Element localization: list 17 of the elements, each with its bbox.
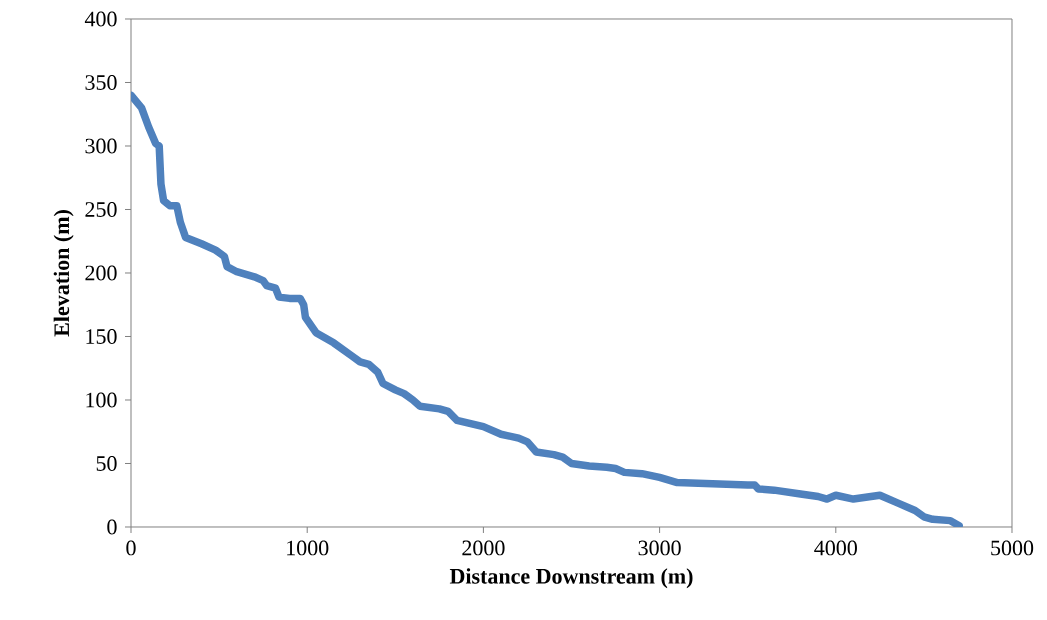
y-tick-label: 350	[85, 75, 117, 90]
y-tick-label: 200	[85, 265, 117, 281]
x-tick-label: 0	[126, 540, 136, 556]
x-tick-label: 4000	[814, 540, 857, 556]
x-tick-label: 2000	[462, 540, 505, 556]
y-axis-title: Elevation (m)	[53, 210, 74, 337]
y-tick-label: 150	[86, 329, 117, 344]
x-tick-label: 1000	[287, 540, 329, 556]
y-tick-label: 400	[84, 11, 117, 27]
y-tick-label: 250	[85, 202, 117, 217]
x-tick-label: 3000	[638, 540, 681, 556]
x-tick-label: 5000	[991, 540, 1034, 556]
y-tick-label: 50	[96, 456, 117, 471]
y-tick-label: 0	[107, 519, 117, 535]
y-tick-label: 100	[86, 392, 117, 408]
x-axis-title: Distance Downstream (m)	[449, 568, 693, 589]
y-tick-label: 300	[85, 138, 117, 154]
